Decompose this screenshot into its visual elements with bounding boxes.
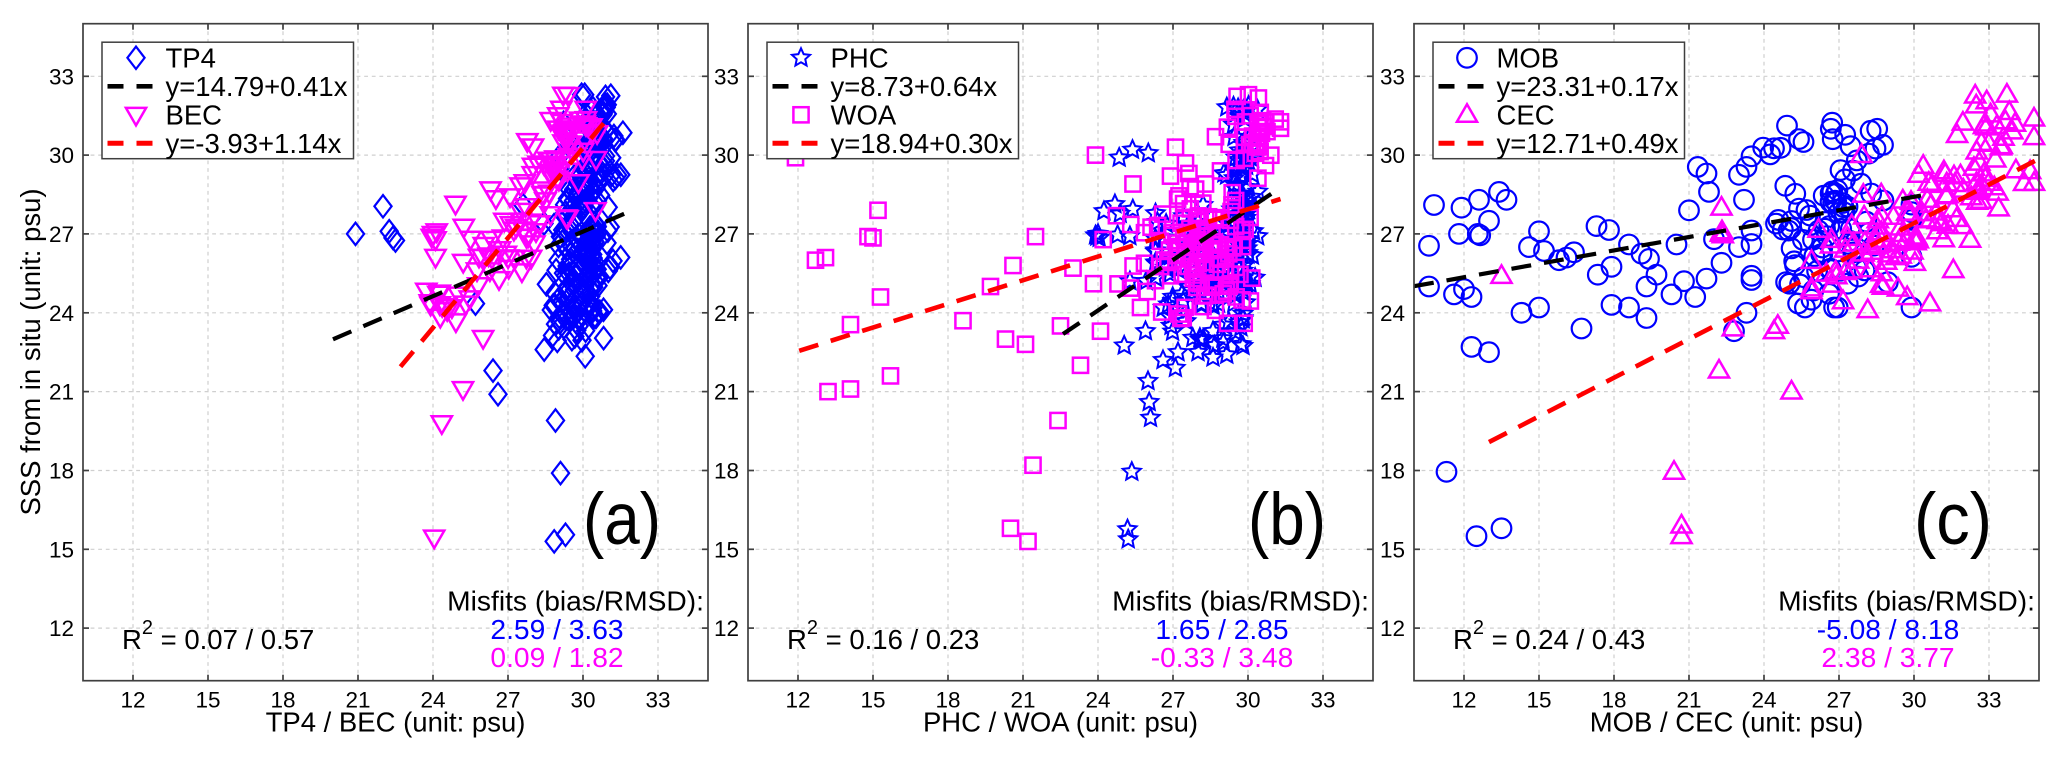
svg-text:30: 30 [1901, 688, 1926, 713]
svg-text:15: 15 [195, 688, 220, 713]
svg-text:18: 18 [714, 459, 739, 484]
svg-text:24: 24 [1751, 688, 1776, 713]
svg-text:21: 21 [1010, 688, 1035, 713]
svg-text:(b): (b) [1248, 479, 1326, 560]
svg-text:BEC: BEC [166, 99, 223, 130]
svg-text:30: 30 [49, 143, 74, 168]
svg-text:2.38 / 3.77: 2.38 / 3.77 [1821, 641, 1954, 673]
svg-text:21: 21 [345, 688, 370, 713]
svg-text:y=18.94+0.30x: y=18.94+0.30x [831, 128, 1013, 159]
svg-text:21: 21 [49, 380, 74, 405]
svg-text:27: 27 [1380, 222, 1405, 247]
svg-text:24: 24 [714, 301, 739, 326]
svg-text:R2 = 0.16 / 0.23: R2 = 0.16 / 0.23 [787, 617, 979, 655]
svg-text:CEC: CEC [1497, 99, 1555, 130]
svg-text:PHC / WOA (unit: psu): PHC / WOA (unit: psu) [923, 707, 1198, 738]
svg-text:12: 12 [714, 616, 739, 641]
svg-text:33: 33 [714, 64, 739, 89]
svg-text:27: 27 [1160, 688, 1185, 713]
svg-text:R2 = 0.24 / 0.43: R2 = 0.24 / 0.43 [1453, 617, 1645, 655]
svg-text:33: 33 [1380, 64, 1405, 89]
svg-text:(a): (a) [583, 479, 661, 560]
svg-text:MOB: MOB [1497, 42, 1560, 73]
svg-text:33: 33 [49, 64, 74, 89]
svg-text:(c): (c) [1914, 479, 1992, 560]
svg-text:y=12.71+0.49x: y=12.71+0.49x [1497, 128, 1679, 159]
svg-text:SSS from in situ (unit: psu): SSS from in situ (unit: psu) [15, 188, 46, 515]
svg-text:12: 12 [49, 616, 74, 641]
svg-text:12: 12 [1451, 688, 1476, 713]
svg-text:15: 15 [1380, 537, 1405, 562]
svg-text:24: 24 [1085, 688, 1110, 713]
svg-text:y=-3.93+1.14x: y=-3.93+1.14x [166, 128, 342, 159]
svg-text:PHC: PHC [831, 42, 889, 73]
svg-text:12: 12 [120, 688, 145, 713]
svg-text:24: 24 [49, 301, 74, 326]
svg-text:30: 30 [1380, 143, 1405, 168]
svg-text:15: 15 [714, 537, 739, 562]
svg-text:21: 21 [1380, 380, 1405, 405]
svg-text:18: 18 [1601, 688, 1626, 713]
svg-text:24: 24 [1380, 301, 1405, 326]
svg-text:-0.33 / 3.48: -0.33 / 3.48 [1151, 641, 1294, 673]
svg-text:1.65 / 2.85: 1.65 / 2.85 [1155, 613, 1288, 645]
svg-text:18: 18 [270, 688, 295, 713]
svg-text:15: 15 [860, 688, 885, 713]
svg-text:-5.08 / 8.18: -5.08 / 8.18 [1817, 613, 1960, 645]
svg-text:y=8.73+0.64x: y=8.73+0.64x [831, 71, 998, 102]
svg-text:Misfits (bias/RMSD):: Misfits (bias/RMSD): [447, 585, 704, 617]
svg-text:30: 30 [570, 688, 595, 713]
svg-text:R2 = 0.07 / 0.57: R2 = 0.07 / 0.57 [122, 617, 314, 655]
svg-text:y=14.79+0.41x: y=14.79+0.41x [166, 71, 348, 102]
svg-text:TP4 / BEC (unit: psu): TP4 / BEC (unit: psu) [266, 707, 526, 738]
svg-text:21: 21 [714, 380, 739, 405]
svg-text:12: 12 [785, 688, 810, 713]
svg-text:2.59 / 3.63: 2.59 / 3.63 [490, 613, 623, 645]
svg-text:27: 27 [1826, 688, 1851, 713]
svg-text:18: 18 [935, 688, 960, 713]
svg-text:33: 33 [1310, 688, 1335, 713]
svg-text:21: 21 [1676, 688, 1701, 713]
svg-text:24: 24 [420, 688, 445, 713]
svg-text:y=23.31+0.17x: y=23.31+0.17x [1497, 71, 1679, 102]
svg-text:12: 12 [1380, 616, 1405, 641]
svg-text:Misfits (bias/RMSD):: Misfits (bias/RMSD): [1112, 585, 1369, 617]
svg-text:18: 18 [1380, 459, 1405, 484]
svg-text:WOA: WOA [831, 99, 897, 130]
svg-text:33: 33 [1976, 688, 2001, 713]
svg-text:33: 33 [645, 688, 670, 713]
svg-text:18: 18 [49, 459, 74, 484]
svg-text:Misfits (bias/RMSD):: Misfits (bias/RMSD): [1778, 585, 2035, 617]
svg-text:15: 15 [49, 537, 74, 562]
svg-text:TP4: TP4 [166, 42, 216, 73]
svg-text:15: 15 [1526, 688, 1551, 713]
svg-text:27: 27 [49, 222, 74, 247]
svg-text:30: 30 [714, 143, 739, 168]
svg-text:27: 27 [714, 222, 739, 247]
svg-text:MOB / CEC (unit: psu): MOB / CEC (unit: psu) [1590, 707, 1864, 738]
svg-text:27: 27 [495, 688, 520, 713]
svg-text:0.09 / 1.82: 0.09 / 1.82 [490, 641, 623, 673]
svg-text:30: 30 [1235, 688, 1260, 713]
